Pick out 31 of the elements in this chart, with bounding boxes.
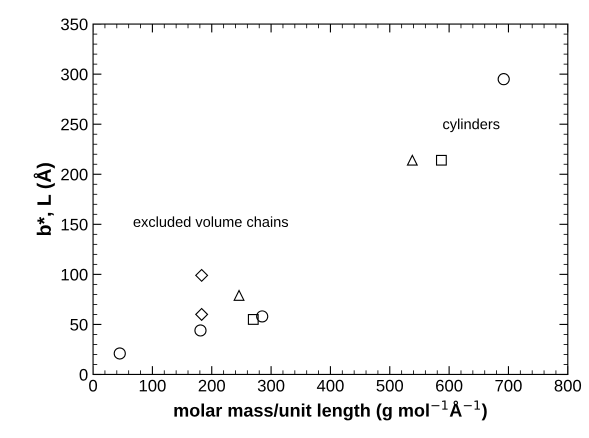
- point: [194, 324, 207, 337]
- y-tick-label: 150: [62, 218, 88, 231]
- y-axis-title: b*, L (Å): [34, 163, 55, 236]
- point: [406, 154, 418, 166]
- y-tick-label: 0: [80, 368, 88, 381]
- y-tick-label: 100: [62, 268, 88, 281]
- point: [256, 310, 268, 323]
- x-tick-label: 0: [89, 380, 98, 392]
- x-tick-label: 800: [554, 380, 582, 392]
- x-tick-label: 700: [495, 380, 522, 392]
- y-tick-label: 50: [70, 318, 88, 331]
- y-tick-label: 350: [61, 18, 88, 30]
- point: [195, 268, 208, 282]
- x-tick-label: 100: [140, 380, 166, 392]
- y-tick-label: 200: [61, 168, 88, 180]
- y-tick-label: 300: [61, 68, 88, 80]
- x-tick-label: 200: [198, 380, 225, 392]
- point: [436, 154, 447, 166]
- point: [498, 73, 510, 86]
- point: [195, 308, 208, 321]
- x-tick-label: 600: [436, 380, 462, 392]
- x-tick-label: 500: [376, 380, 404, 392]
- point: [248, 314, 259, 325]
- x-tick-label: 300: [258, 380, 284, 392]
- x-tick-label: 400: [316, 380, 344, 392]
- point: [234, 290, 244, 301]
- y-tick-label: 250: [61, 118, 88, 130]
- x-axis-title: molar mass/unit length (g mol$^{−1}$Å$^{−1}$): [174, 400, 487, 420]
- annotation: excluded volume chains: [134, 216, 288, 228]
- point: [114, 347, 126, 360]
- annotation: cylinders: [443, 118, 500, 132]
